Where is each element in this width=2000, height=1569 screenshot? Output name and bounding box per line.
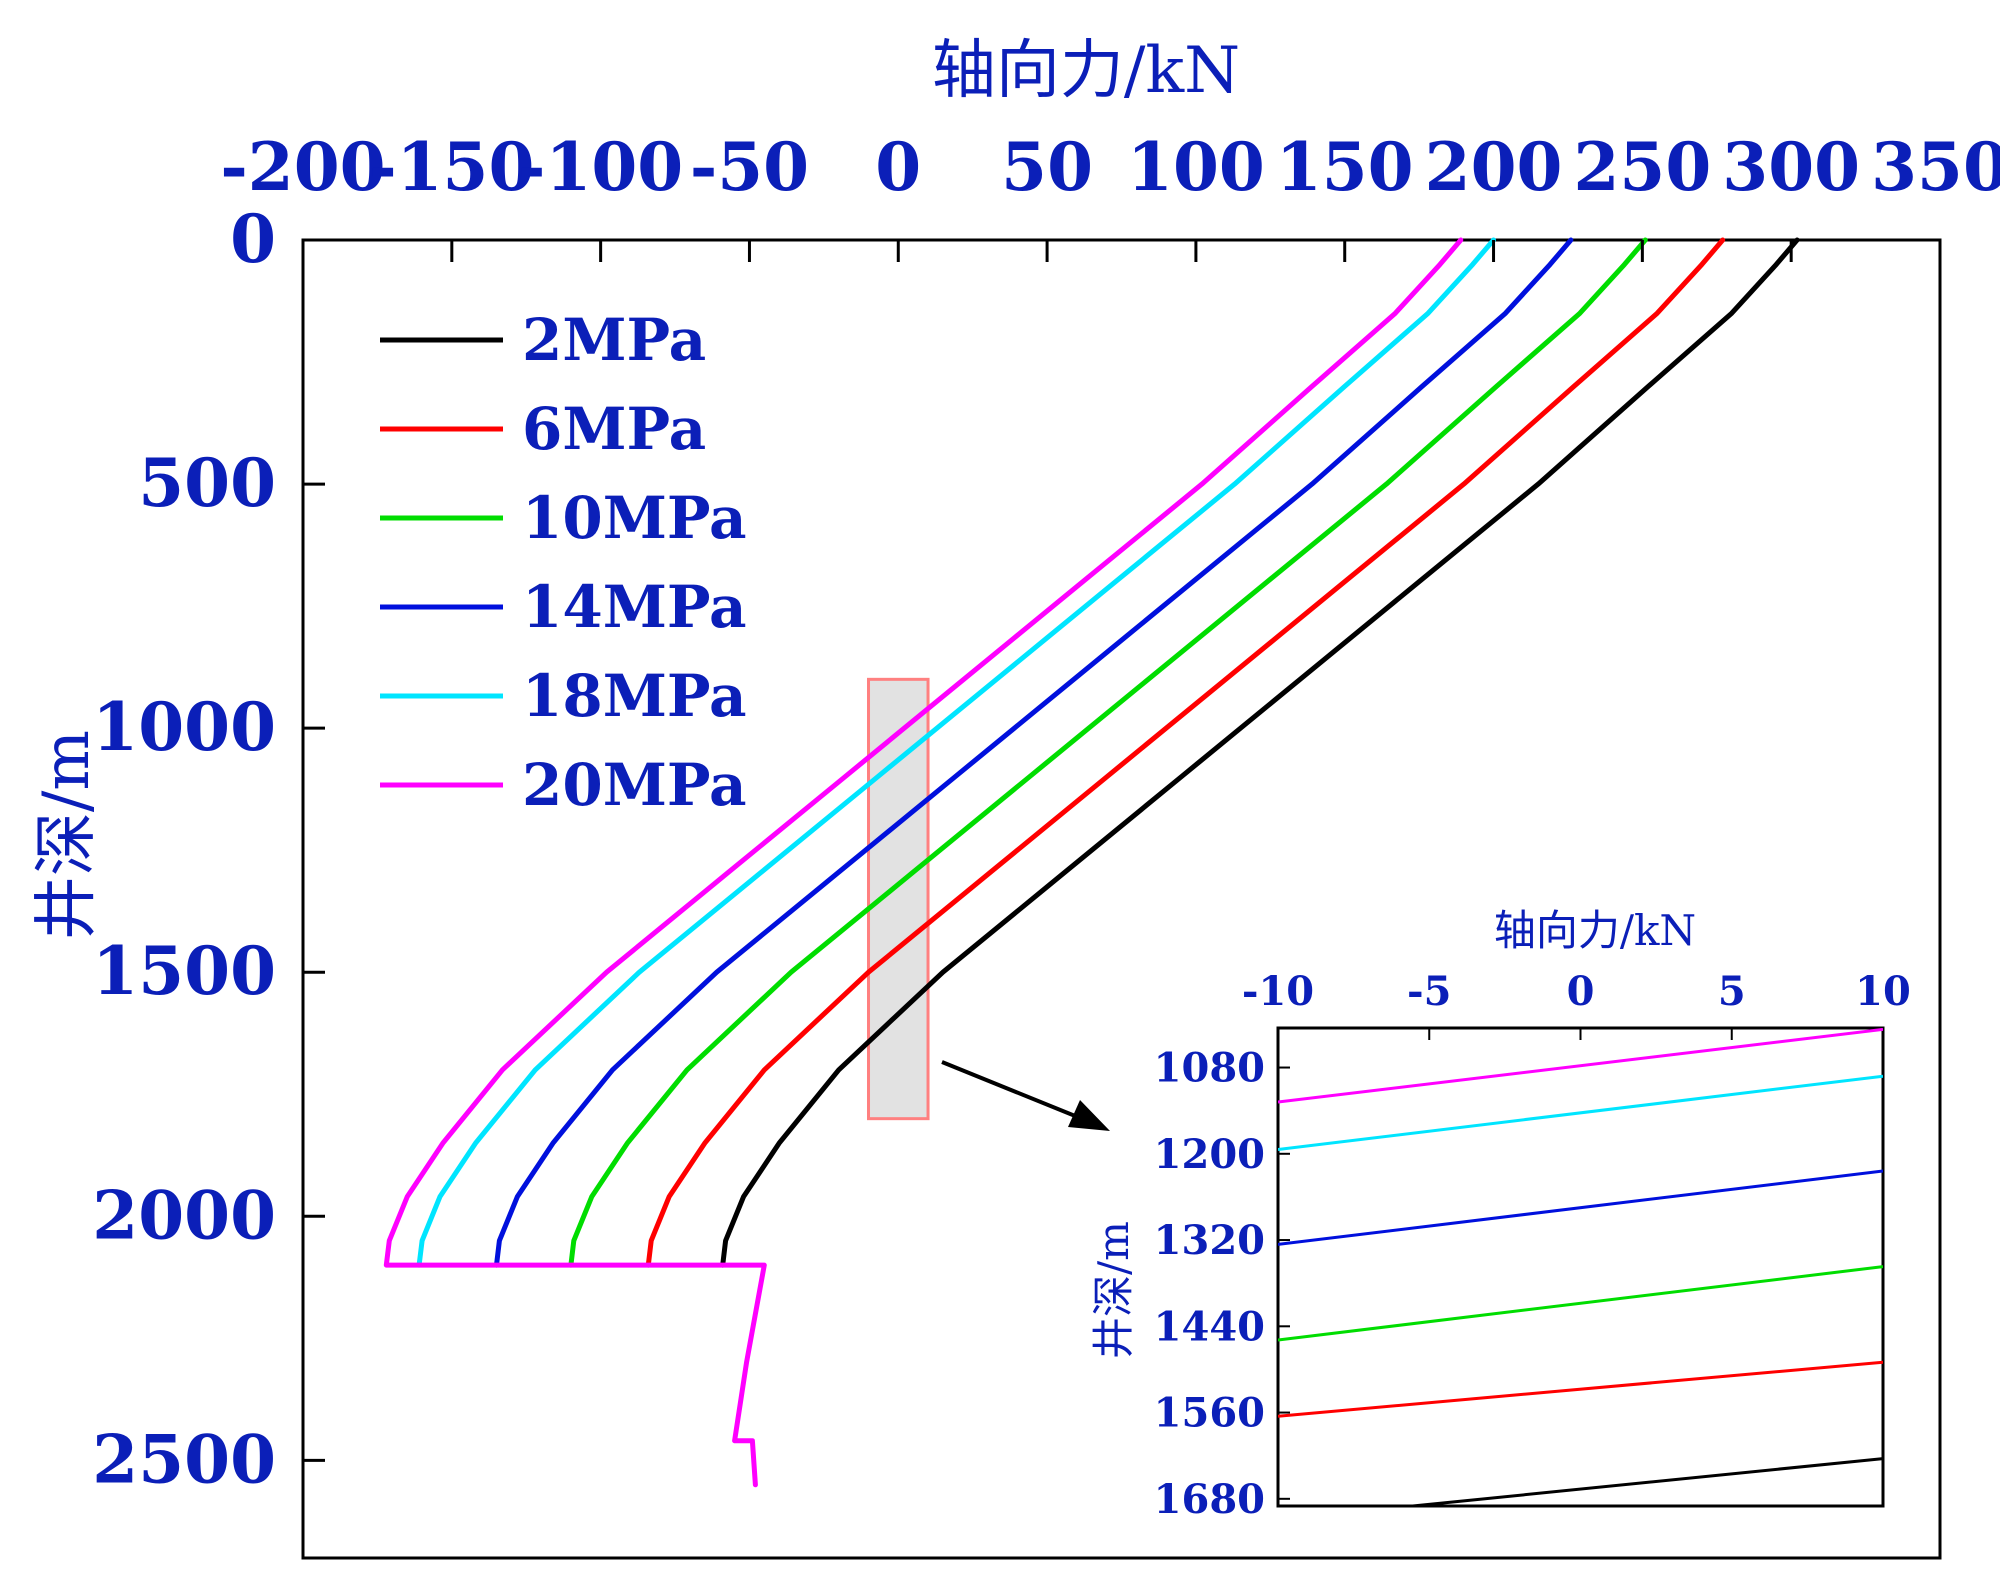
x-tick-label: 350 <box>1871 128 2000 206</box>
y-tick-label: 500 <box>138 444 276 522</box>
series-line-20mpa <box>383 237 1464 1488</box>
inset-x-tick-label: -10 <box>1242 968 1314 1015</box>
legend-label-6mpa: 6MPa <box>522 395 706 463</box>
inset-y-tick-label: 1200 <box>1154 1131 1265 1178</box>
inset-x-tick-label: 10 <box>1855 968 1911 1015</box>
inset-series-line-2mpa <box>1398 1457 1883 1506</box>
y-tick-label: 1000 <box>92 688 276 766</box>
x-tick-label: 250 <box>1573 128 1711 206</box>
x-tick-label: -150 <box>369 128 534 206</box>
inset-x-ticks: -10 -5 0 5 10 <box>1242 968 1911 1040</box>
y-tick-label: 1500 <box>92 932 276 1010</box>
main-y-axis-title: 井深/m <box>30 730 104 940</box>
zoom-arrow <box>941 1060 1110 1131</box>
legend-label-14mpa: 14MPa <box>522 573 747 641</box>
inset-y-tick-label: 1440 <box>1154 1303 1265 1350</box>
legend-label-2mpa: 2MPa <box>522 306 706 374</box>
main-plot-panel: -200-150-100 -50 0 50 100 150 200 250 300 350 050… <box>30 34 2000 1560</box>
inset-plot-frame <box>1276 1026 1885 1508</box>
series-line-14mpa <box>494 237 1574 1268</box>
inset-y-ticks: 1080 1200 1320 1440 1560 1680 <box>1154 1045 1290 1523</box>
inset-series-lines <box>1278 1028 1883 1506</box>
x-tick-label: 150 <box>1276 128 1414 206</box>
main-x-ticks: -200-150-100 -50 0 50 100 150 200 250 300 350 <box>220 128 2000 262</box>
legend: 2MPa 6MPa 10MPa 14MPa 18MPa 20MPa <box>380 306 747 819</box>
inset-plot-panel: -10 -5 0 5 10 1080 1200 1320 1440 1560 1680 轴向力/k… <box>1089 906 1911 1523</box>
inset-series-line-18mpa <box>1278 1074 1883 1151</box>
x-tick-label: 300 <box>1722 128 1860 206</box>
inset-series-line-6mpa <box>1278 1360 1883 1418</box>
x-tick-label: 50 <box>1001 128 1093 206</box>
x-tick-label: -100 <box>518 128 683 206</box>
legend-label-20mpa: 20MPa <box>522 751 747 819</box>
series-line-10mpa <box>568 237 1648 1268</box>
main-plot-frame <box>301 238 1942 1560</box>
x-tick-label: 0 <box>875 128 921 206</box>
legend-label-10mpa: 10MPa <box>522 484 747 552</box>
inset-series-line-10mpa <box>1278 1265 1883 1342</box>
main-series-lines <box>383 237 1800 1488</box>
inset-y-tick-label: 1680 <box>1154 1476 1265 1523</box>
inset-x-axis-title: 轴向力/kN <box>1494 906 1696 955</box>
x-tick-label: -50 <box>690 128 809 206</box>
x-tick-label: 100 <box>1127 128 1265 206</box>
series-line-18mpa <box>416 237 1496 1268</box>
y-tick-label: 0 <box>230 200 276 278</box>
inset-x-tick-label: 5 <box>1718 968 1746 1015</box>
x-tick-label: 200 <box>1425 128 1563 206</box>
series-line-2mpa <box>720 237 1800 1268</box>
inset-x-tick-label: 0 <box>1567 968 1595 1015</box>
inset-x-tick-label: -5 <box>1407 968 1451 1015</box>
y-tick-label: 2000 <box>92 1176 276 1254</box>
legend-label-18mpa: 18MPa <box>522 662 747 730</box>
inset-y-tick-label: 1320 <box>1154 1217 1265 1264</box>
inset-y-tick-label: 1080 <box>1154 1045 1265 1092</box>
series-line-6mpa <box>645 237 1726 1268</box>
inset-series-line-14mpa <box>1278 1169 1883 1246</box>
inset-series-line-20mpa <box>1278 1028 1883 1104</box>
main-y-ticks: 0 500 1000 1500 2000 2500 <box>92 200 325 1498</box>
main-x-axis-title: 轴向力/kN <box>932 34 1240 108</box>
x-tick-label: -200 <box>220 128 385 206</box>
inset-y-tick-label: 1560 <box>1154 1390 1265 1437</box>
inset-y-axis-title: 井深/m <box>1089 1221 1138 1359</box>
y-tick-label: 2500 <box>92 1420 276 1498</box>
